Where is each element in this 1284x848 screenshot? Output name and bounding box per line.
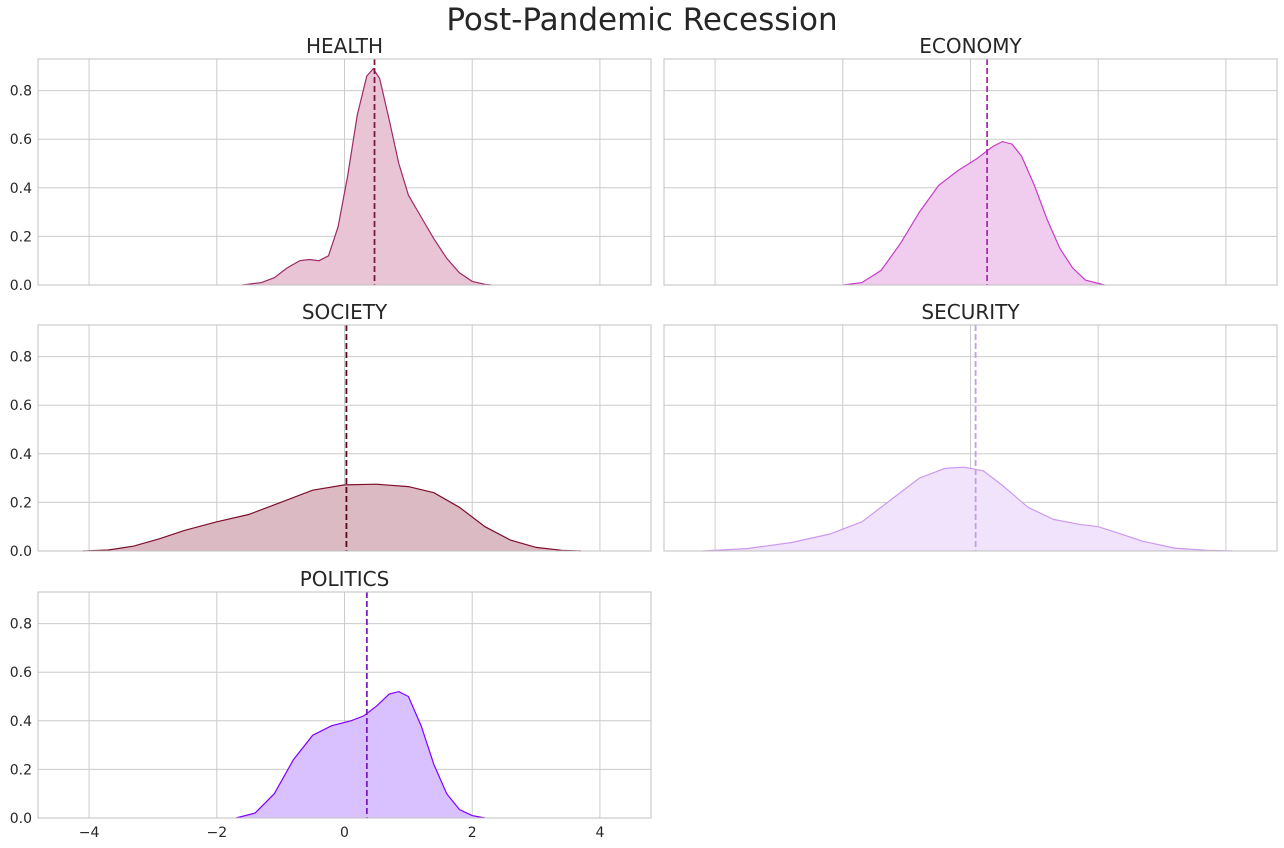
y-tick-label: 0.6 [10,665,32,681]
y-tick-label: 0.0 [10,544,32,560]
y-tick-label: 0.0 [10,811,32,827]
x-tick-label: −2 [206,825,227,841]
facet-panels: HEALTH 0.0 0.2 0.4 0.6 0.8 ECONOMY SOCIETY 0.0 0.… [10,34,1278,841]
y-tick-label: 0.8 [10,350,32,366]
y-tick-label: 0.4 [10,181,32,197]
y-tick-label: 0.4 [10,447,32,463]
panel-title-society: SOCIETY [302,300,388,324]
panel-economy: ECONOMY [663,34,1278,286]
panel-frame [37,324,652,552]
density-line-politics [235,690,486,819]
density-area-security [702,467,1233,551]
y-tick-label: 0.2 [10,495,32,511]
y-tick-label: 0.6 [10,132,32,148]
y-tick-label: 0.8 [10,617,32,633]
panel-frame [37,58,652,286]
panel-security: SECURITY [663,300,1278,552]
y-tick-label: 0.6 [10,398,32,414]
y-tick-label: 0.4 [10,714,32,730]
panel-society: SOCIETY 0.0 0.2 0.4 0.6 0.8 [10,300,652,560]
y-tick-label: 0.0 [10,278,32,294]
y-tick-label: 0.8 [10,84,32,100]
x-tick-label: −4 [79,825,100,841]
panel-frame [663,58,1278,286]
density-area-health [242,68,492,285]
chart-title: Post-Pandemic Recession [446,2,837,38]
density-line-economy [842,140,1105,286]
y-tick-label: 0.2 [10,229,32,245]
density-line-society [82,483,581,552]
x-tick-label: 4 [595,825,604,841]
panel-politics: POLITICS 0.0 0.2 0.4 0.6 0.8 −4 −2 0 2 4 [10,567,652,841]
density-area-economy [842,141,1105,285]
x-tick-label: 2 [468,825,477,841]
density-line-health [242,67,492,286]
panel-title-politics: POLITICS [300,567,390,591]
x-tick-label: 0 [340,825,349,841]
panel-title-economy: ECONOMY [919,34,1022,58]
panel-title-health: HEALTH [306,34,383,58]
panel-title-security: SECURITY [921,300,1020,324]
density-area-politics [235,691,485,818]
density-area-society [82,484,581,551]
density-line-security [702,466,1233,552]
y-tick-label: 0.2 [10,762,32,778]
panel-frame [663,324,1278,552]
panel-health: HEALTH 0.0 0.2 0.4 0.6 0.8 [10,34,652,294]
panel-frame [37,591,652,819]
